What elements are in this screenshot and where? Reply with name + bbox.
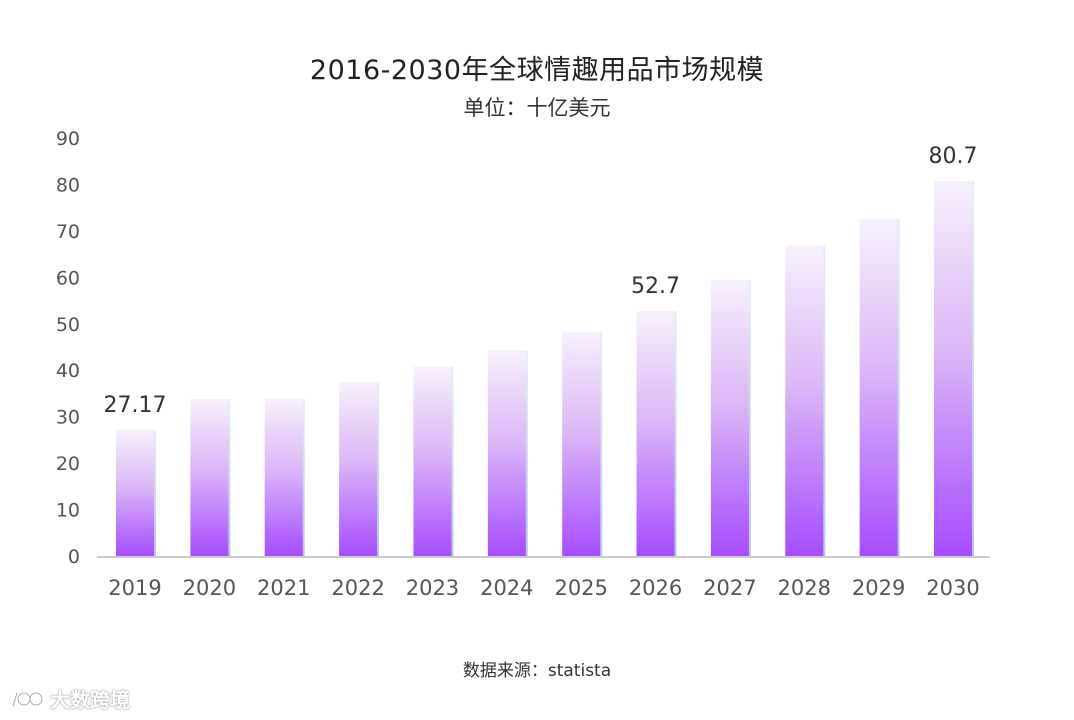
data-label: 52.7 xyxy=(631,274,680,299)
chart-title: 2016-2030年全球情趣用品市场规模 xyxy=(309,55,765,86)
x-tick-label: 2019 xyxy=(108,576,161,600)
x-tick-label: 2029 xyxy=(852,576,905,600)
bar xyxy=(636,311,675,556)
bar xyxy=(785,245,824,557)
bar xyxy=(339,382,378,556)
bar xyxy=(710,280,749,556)
x-tick-label: 2028 xyxy=(778,576,831,600)
watermark: 大数跨境 xyxy=(10,684,130,713)
y-tick-label: 50 xyxy=(56,314,80,336)
bar-2020 xyxy=(190,399,231,556)
watermark-text: 大数跨境 xyxy=(50,688,130,712)
y-tick-label: 80 xyxy=(56,174,80,196)
y-tick-label: 0 xyxy=(68,546,80,568)
y-axis-tick-labels: 0 10 20 30 40 50 60 70 80 90 xyxy=(56,128,80,568)
x-axis-tick-labels: 2019 2020 2021 2022 2023 2024 2025 2026 2027 2028… xyxy=(108,576,979,600)
bar xyxy=(264,398,303,556)
x-tick-label: 2023 xyxy=(406,576,459,600)
bar-2030 xyxy=(934,181,974,556)
bar-2022 xyxy=(339,382,380,556)
bar-2027 xyxy=(710,280,751,556)
bar xyxy=(934,181,972,556)
x-tick-label: 2022 xyxy=(331,576,384,600)
x-tick-label: 2026 xyxy=(629,576,682,600)
data-label: 27.17 xyxy=(104,393,167,418)
x-tick-label: 2021 xyxy=(257,576,310,600)
bar-2026 xyxy=(636,311,677,556)
bar-2028 xyxy=(785,245,826,557)
bar xyxy=(859,218,898,556)
y-tick-label: 30 xyxy=(56,407,80,429)
bar xyxy=(116,429,154,556)
y-tick-label: 60 xyxy=(56,267,80,289)
bar xyxy=(562,331,601,556)
bar-2023 xyxy=(413,366,454,556)
chart-subtitle: 单位：十亿美元 xyxy=(463,96,611,120)
bar xyxy=(190,399,229,556)
bar xyxy=(413,366,452,556)
bar-series xyxy=(116,181,974,557)
bar-2021 xyxy=(264,398,305,556)
y-tick-label: 40 xyxy=(56,360,80,382)
y-tick-label: 20 xyxy=(56,453,80,475)
source-note: 数据来源：statista xyxy=(462,661,612,681)
bar-2024 xyxy=(487,350,528,556)
data-labels: 27.17 52.7 80.7 xyxy=(104,144,978,418)
y-tick-label: 10 xyxy=(56,500,80,522)
bar-2019 xyxy=(116,429,156,556)
brand-logo-icon xyxy=(10,688,44,710)
x-tick-label: 2025 xyxy=(554,576,607,600)
bar-2029 xyxy=(859,218,900,556)
bar xyxy=(487,350,526,556)
y-tick-label: 70 xyxy=(56,221,80,243)
x-tick-label: 2030 xyxy=(926,576,979,600)
y-tick-label: 90 xyxy=(56,128,80,150)
x-tick-label: 2020 xyxy=(183,576,236,600)
x-tick-label: 2027 xyxy=(703,576,756,600)
bar-2025 xyxy=(562,331,603,556)
x-tick-label: 2024 xyxy=(480,576,533,600)
data-label: 80.7 xyxy=(929,144,978,169)
